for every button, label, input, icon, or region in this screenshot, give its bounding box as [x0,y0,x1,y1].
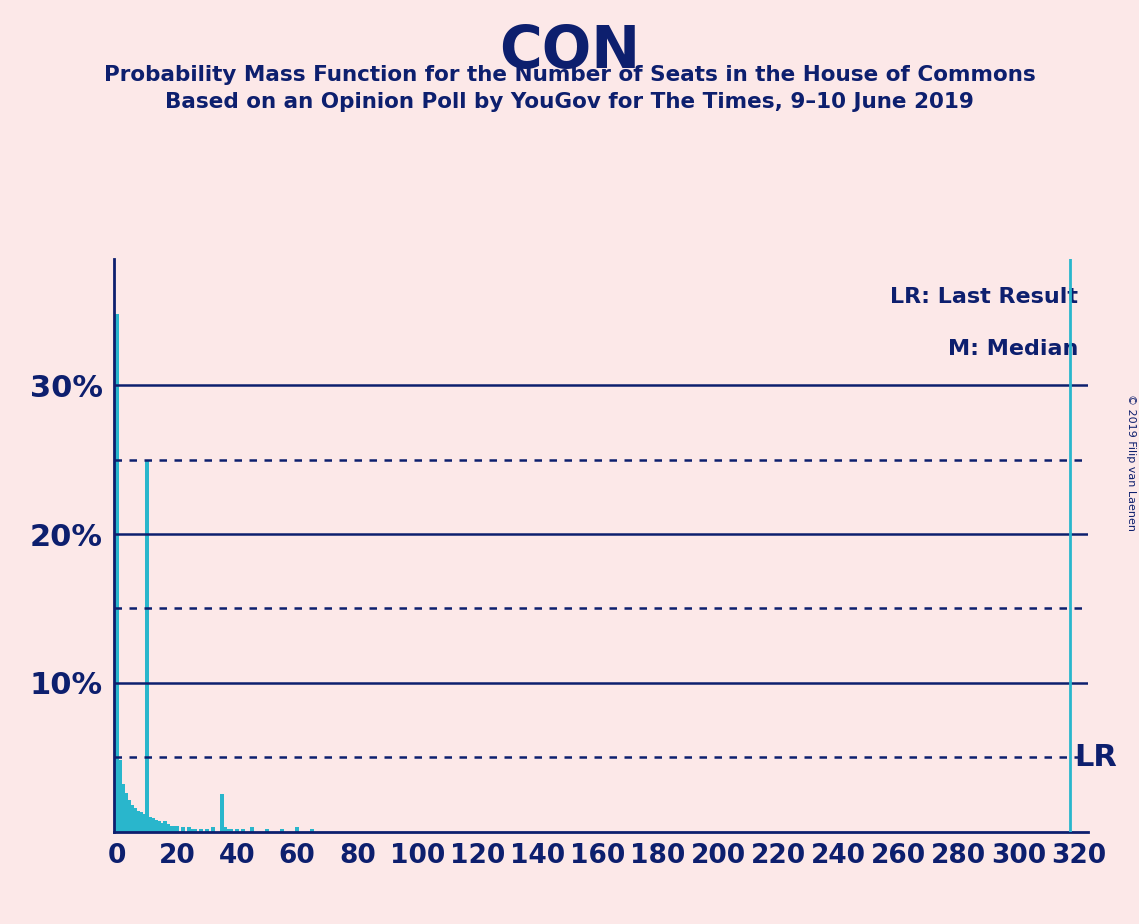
Bar [280,829,284,832]
Bar [151,819,155,832]
Bar [175,826,179,832]
Bar [139,812,142,832]
Bar [137,810,140,832]
Bar [133,808,137,832]
Text: M: Median: M: Median [948,339,1077,359]
Bar [241,829,245,832]
Bar [128,800,131,832]
Bar [251,827,254,832]
Bar [229,829,232,832]
Bar [142,814,146,832]
Bar [205,829,208,832]
Bar [295,827,300,832]
Text: © 2019 Filip van Laenen: © 2019 Filip van Laenen [1125,394,1136,530]
Bar [170,826,173,832]
Bar [163,821,166,832]
Bar [227,829,230,832]
Bar [220,795,224,832]
Bar [161,822,164,832]
Bar [211,827,215,832]
Bar [118,760,122,832]
Bar [311,829,314,832]
Bar [124,793,128,832]
Text: CON: CON [499,23,640,80]
Bar [199,829,203,832]
Bar [194,829,197,832]
Bar [181,827,185,832]
Bar [148,817,151,832]
Bar [157,821,161,832]
Bar [115,314,118,832]
Bar [265,829,269,832]
Bar [187,827,191,832]
Bar [236,829,239,832]
Bar [154,820,158,832]
Bar [145,459,149,832]
Bar [223,827,227,832]
Text: Probability Mass Function for the Number of Seats in the House of Commons: Probability Mass Function for the Number… [104,65,1035,85]
Bar [172,826,175,832]
Text: Based on an Opinion Poll by YouGov for The Times, 9–10 June 2019: Based on an Opinion Poll by YouGov for T… [165,92,974,113]
Text: LR: LR [1074,743,1117,772]
Bar [130,805,133,832]
Text: LR: Last Result: LR: Last Result [890,287,1077,308]
Bar [121,784,125,832]
Bar [190,829,194,832]
Bar [166,824,170,832]
